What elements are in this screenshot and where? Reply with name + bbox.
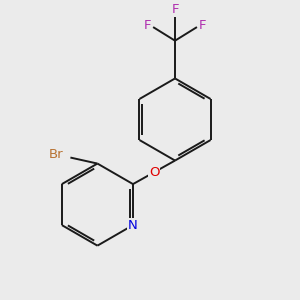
Text: Br: Br xyxy=(49,148,64,161)
Text: O: O xyxy=(149,166,159,179)
Text: F: F xyxy=(143,19,151,32)
Text: F: F xyxy=(199,19,207,32)
Text: F: F xyxy=(171,3,179,16)
Text: N: N xyxy=(128,219,138,232)
